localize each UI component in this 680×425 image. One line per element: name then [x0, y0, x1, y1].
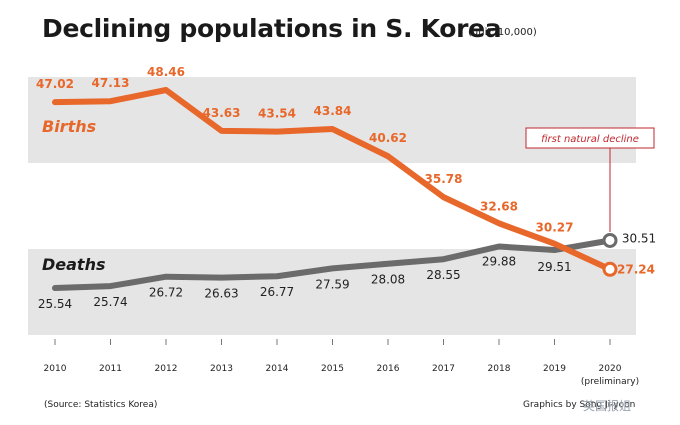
x-axis: 2010 2011 2012 2013 2014 2015 2016 2017 2018 2019… — [44, 339, 639, 387]
births-data-label: 43.63 — [203, 106, 241, 120]
x-tick-sublabel: (preliminary) — [581, 377, 639, 387]
births-line — [52, 87, 613, 273]
x-tick-label: 2011 — [99, 364, 122, 374]
x-tick-label: 2018 — [488, 364, 511, 374]
x-tick-label: 2012 — [155, 364, 178, 374]
births-data-label: 47.02 — [36, 77, 74, 91]
births-band — [28, 77, 636, 163]
x-tick-label: 2013 — [210, 364, 233, 374]
annotation: first natural decline — [525, 127, 655, 232]
births-series-label: Births — [42, 117, 96, 136]
deaths-data-label: 26.63 — [204, 287, 238, 301]
births-data-label: 43.54 — [258, 107, 296, 121]
source-note: (Source: Statistics Korea) — [44, 400, 158, 410]
graphics-credit: Graphics by Song Ji-yoon — [523, 400, 636, 410]
deaths-data-label: 26.77 — [260, 285, 294, 299]
births-data-label: 40.62 — [369, 131, 407, 145]
series-lines — [52, 87, 613, 291]
deaths-data-label: 30.51 — [622, 231, 656, 245]
x-tick-label: 2016 — [377, 364, 400, 374]
deaths-data-label: 29.88 — [482, 255, 516, 269]
deaths-data-label: 27.59 — [315, 277, 349, 291]
x-tick-label: 2020 — [599, 364, 622, 374]
deaths-data-label: 26.72 — [149, 286, 183, 300]
x-tick-label: 2017 — [432, 364, 455, 374]
end-points — [602, 232, 618, 277]
births-data-label: 43.84 — [314, 104, 352, 118]
chart-title: Declining populations in S. Korea — [42, 14, 502, 43]
births-end-point — [602, 261, 618, 277]
x-tick-label: 2019 — [543, 364, 566, 374]
deaths-data-label: 25.74 — [93, 295, 127, 309]
births-data-label: 30.27 — [536, 221, 574, 235]
births-data-label: 27.24 — [617, 262, 655, 276]
annotation-text: first natural decline — [541, 134, 639, 145]
births-data-label: 48.46 — [147, 65, 185, 79]
births-data-label: 47.13 — [92, 76, 130, 90]
deaths-line — [52, 237, 613, 291]
data-labels: Births Deaths 47.02 47.13 48.46 43.63 43.54 43.… — [36, 65, 656, 311]
wechat-watermark: 英国报姐 — [583, 399, 632, 413]
deaths-data-label: 25.54 — [38, 297, 72, 311]
deaths-end-point — [602, 232, 618, 248]
x-tick-label: 2014 — [266, 364, 289, 374]
births-data-label: 35.78 — [425, 172, 463, 186]
x-tick-label: 2010 — [44, 364, 67, 374]
births-data-label: 32.68 — [480, 199, 518, 213]
deaths-data-label: 29.51 — [537, 260, 571, 274]
deaths-data-label: 28.55 — [426, 268, 460, 282]
x-tick-label: 2015 — [321, 364, 344, 374]
unit-note: (unit: 10,000) — [468, 27, 537, 38]
annotation-box — [525, 127, 655, 149]
deaths-band — [28, 249, 636, 335]
deaths-series-label: Deaths — [42, 255, 106, 274]
deaths-data-label: 28.08 — [371, 273, 405, 287]
